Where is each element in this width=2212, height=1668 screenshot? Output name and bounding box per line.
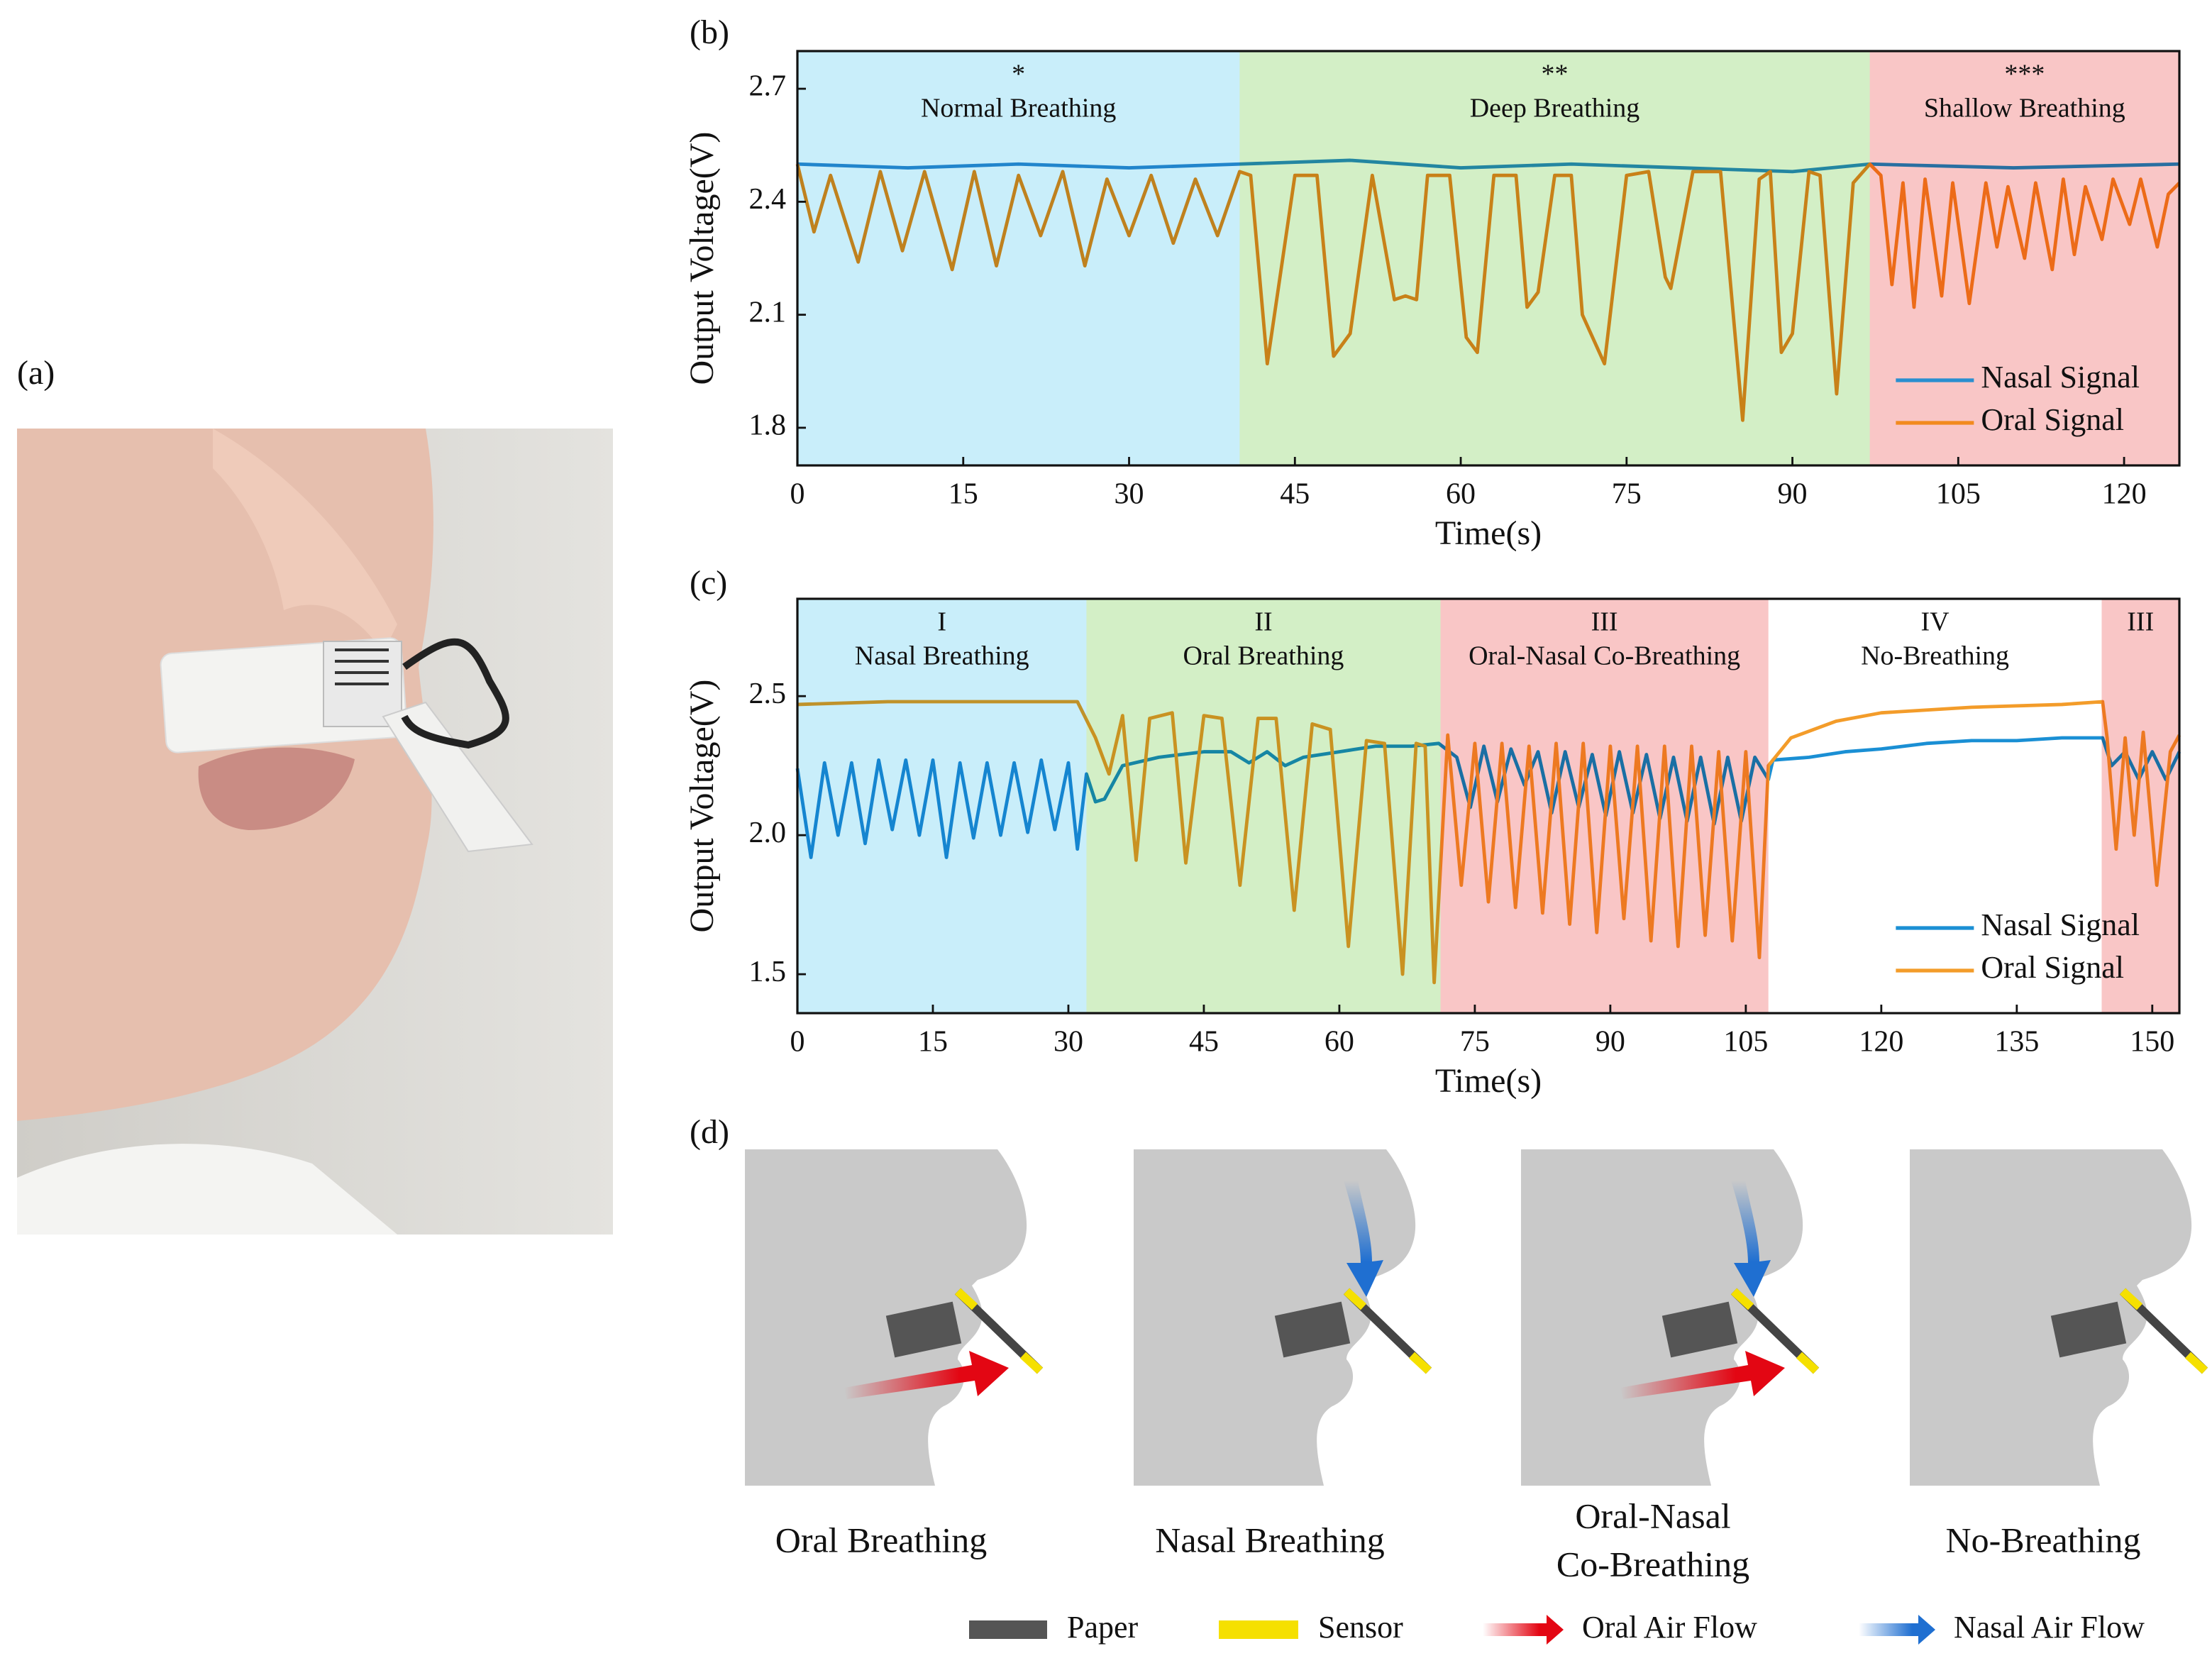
- phase-tag: IV: [1921, 607, 1950, 637]
- panel-label: (d): [690, 1113, 729, 1151]
- y-tick-label: 2.5: [749, 678, 787, 710]
- legend-label: Nasal Signal: [1981, 907, 2140, 942]
- x-tick-label: 15: [949, 478, 978, 511]
- phase-region: [797, 599, 1087, 1013]
- y-tick-label: 1.5: [749, 956, 787, 988]
- phase-region: [797, 51, 1240, 465]
- plot-frame: [796, 50, 2181, 467]
- x-tick-label: 60: [1325, 1026, 1354, 1059]
- x-tick-label: 60: [1446, 478, 1476, 511]
- legend-label: Oral Signal: [1981, 402, 2124, 437]
- x-tick-label: 90: [1778, 478, 1808, 511]
- diagram-legend: [969, 1615, 1935, 1645]
- phase-region: [1768, 599, 2102, 1013]
- legend-label: Oral Air Flow: [1582, 1610, 1757, 1645]
- phase-label: Shallow Breathing: [1924, 94, 2125, 123]
- face-profile: [1910, 1149, 2205, 1486]
- y-tick-label: 1.8: [749, 409, 787, 442]
- x-tick-label: 0: [790, 1026, 805, 1059]
- face-profile: [745, 1149, 1040, 1486]
- phase-region: [1440, 599, 1769, 1013]
- panel-label: (b): [690, 13, 729, 51]
- phase-tag: **: [1542, 60, 1569, 89]
- y-tick-label: 2.7: [749, 70, 787, 103]
- x-tick-label: 150: [2130, 1026, 2174, 1059]
- face-profile: [1521, 1149, 1816, 1486]
- x-tick-label: 120: [2102, 478, 2147, 511]
- phase-tag: II: [1254, 607, 1272, 637]
- phase-tag: III: [2127, 607, 2154, 637]
- y-tick-label: 2.0: [749, 817, 787, 849]
- y-tick-label: 2.4: [749, 183, 787, 216]
- x-tick-label: 120: [1859, 1026, 1903, 1059]
- phase-label: No-Breathing: [1861, 641, 2009, 671]
- panel-label: (a): [17, 354, 55, 392]
- legend-swatch: [1859, 1615, 1935, 1645]
- phase-region: [1869, 51, 2179, 465]
- x-axis-title: Time(s): [1435, 514, 1542, 552]
- y-axis-title: Output Voltage(V): [683, 132, 721, 385]
- phase-tag: *: [1012, 60, 1025, 89]
- x-tick-label: 0: [790, 478, 805, 511]
- legend-label: Paper: [1067, 1610, 1139, 1645]
- legend-swatch: [969, 1620, 1047, 1639]
- phase-region: [1086, 599, 1441, 1013]
- phase-label: Oral-Nasal Co-Breathing: [1469, 641, 1740, 671]
- photo: [17, 429, 613, 1235]
- y-axis-title: Output Voltage(V): [683, 680, 721, 933]
- phase-label: Deep Breathing: [1470, 94, 1640, 123]
- x-tick-label: 15: [918, 1026, 948, 1059]
- diagram-caption: Oral Breathing: [775, 1520, 988, 1559]
- diagram: [745, 1149, 2205, 1486]
- x-tick-label: 30: [1115, 478, 1144, 511]
- x-tick-label: 30: [1054, 1026, 1083, 1059]
- phase-tag: III: [1591, 607, 1618, 637]
- x-tick-label: 135: [1994, 1026, 2039, 1059]
- face-profile: [1134, 1149, 1429, 1486]
- x-tick-label: 45: [1280, 478, 1310, 511]
- diagram-caption: No-Breathing: [1946, 1520, 2141, 1559]
- phase-label: Oral Breathing: [1183, 641, 1344, 671]
- phase-region: [1239, 51, 1870, 465]
- diagram-caption: Nasal Breathing: [1155, 1520, 1385, 1559]
- x-tick-label: 75: [1612, 478, 1642, 511]
- phase-tag: I: [937, 607, 946, 637]
- phase-tag: ***: [2004, 60, 2045, 89]
- x-tick-label: 45: [1189, 1026, 1219, 1059]
- x-tick-label: 75: [1460, 1026, 1490, 1059]
- legend-label: Sensor: [1318, 1610, 1403, 1645]
- legend-label: Oral Signal: [1981, 950, 2124, 985]
- phase-label: Nasal Breathing: [855, 641, 1029, 671]
- plot-frame: [796, 597, 2181, 1015]
- x-axis-title: Time(s): [1435, 1062, 1542, 1100]
- phase-region: [2101, 599, 2179, 1013]
- diagram-caption: Oral-Nasal: [1575, 1496, 1730, 1535]
- phase-label: Normal Breathing: [921, 94, 1116, 123]
- legend-swatch: [1483, 1615, 1564, 1645]
- legend-label: Nasal Air Flow: [1954, 1610, 2145, 1645]
- y-tick-label: 2.1: [749, 296, 787, 328]
- x-tick-label: 105: [1723, 1026, 1768, 1059]
- legend-label: Nasal Signal: [1981, 360, 2140, 394]
- panel-label: (c): [690, 564, 727, 602]
- x-tick-label: 90: [1596, 1026, 1625, 1059]
- legend-swatch: [1219, 1620, 1298, 1639]
- x-tick-label: 105: [1936, 478, 1981, 511]
- diagram-caption: Co-Breathing: [1556, 1544, 1749, 1584]
